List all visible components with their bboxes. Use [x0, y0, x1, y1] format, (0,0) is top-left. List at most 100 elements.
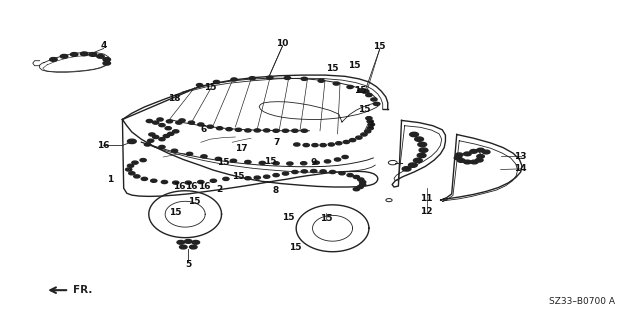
Circle shape [454, 156, 461, 160]
Circle shape [343, 140, 349, 144]
Circle shape [362, 89, 369, 93]
Circle shape [159, 123, 165, 127]
Circle shape [179, 245, 187, 249]
Text: 15: 15 [373, 42, 386, 51]
Circle shape [292, 129, 298, 132]
Circle shape [360, 183, 366, 186]
Circle shape [339, 172, 345, 175]
Circle shape [230, 159, 237, 162]
Circle shape [215, 157, 221, 160]
Circle shape [148, 139, 154, 142]
Circle shape [172, 149, 178, 152]
Text: 14: 14 [515, 164, 527, 174]
Circle shape [198, 123, 204, 126]
Circle shape [226, 128, 232, 131]
Circle shape [273, 174, 279, 177]
Circle shape [223, 177, 229, 181]
Circle shape [320, 170, 326, 173]
Circle shape [159, 145, 165, 149]
Circle shape [231, 78, 237, 81]
Circle shape [161, 181, 168, 183]
Circle shape [152, 136, 159, 138]
Circle shape [185, 181, 191, 184]
Circle shape [244, 177, 251, 180]
Circle shape [273, 129, 279, 132]
Circle shape [176, 121, 182, 124]
Circle shape [303, 144, 309, 147]
Circle shape [417, 153, 426, 158]
Circle shape [196, 84, 203, 87]
Circle shape [361, 133, 367, 136]
Text: 15: 15 [204, 83, 216, 92]
Circle shape [132, 161, 138, 164]
Circle shape [165, 127, 172, 130]
Text: 16: 16 [97, 141, 110, 150]
Text: 2: 2 [216, 185, 223, 194]
Circle shape [267, 76, 273, 79]
Text: 15: 15 [264, 157, 276, 166]
Text: 15: 15 [355, 86, 367, 95]
Text: 7: 7 [273, 138, 279, 147]
Circle shape [301, 170, 307, 173]
Circle shape [254, 176, 260, 179]
Circle shape [373, 102, 380, 105]
Text: 15: 15 [326, 64, 339, 73]
Circle shape [410, 132, 419, 137]
Circle shape [273, 162, 279, 165]
Circle shape [140, 159, 147, 162]
Circle shape [179, 119, 185, 122]
Text: 17: 17 [236, 144, 248, 153]
Circle shape [213, 80, 220, 84]
Circle shape [254, 129, 260, 132]
Circle shape [408, 163, 417, 167]
Text: 16: 16 [185, 182, 198, 190]
Circle shape [463, 160, 471, 164]
Text: 15: 15 [232, 172, 244, 181]
Circle shape [264, 129, 270, 132]
Circle shape [477, 148, 484, 152]
Circle shape [367, 127, 373, 130]
Circle shape [336, 142, 342, 145]
Circle shape [207, 125, 213, 128]
Circle shape [103, 61, 111, 65]
Text: 1: 1 [107, 175, 113, 184]
Circle shape [476, 158, 483, 162]
Circle shape [366, 117, 372, 120]
Text: 8: 8 [273, 186, 279, 195]
Text: FR.: FR. [73, 285, 92, 295]
Circle shape [244, 129, 251, 132]
Circle shape [198, 181, 204, 183]
Circle shape [264, 175, 270, 178]
Circle shape [129, 172, 135, 175]
Circle shape [335, 158, 340, 161]
Text: 16: 16 [173, 182, 185, 190]
Circle shape [324, 160, 331, 163]
Text: 15: 15 [170, 208, 182, 217]
Circle shape [148, 133, 155, 136]
Text: 3: 3 [367, 121, 373, 130]
Circle shape [470, 160, 478, 164]
Circle shape [192, 241, 200, 244]
Circle shape [282, 172, 289, 175]
Circle shape [147, 120, 152, 122]
Circle shape [188, 121, 195, 124]
Circle shape [368, 123, 374, 126]
Circle shape [418, 142, 427, 147]
Circle shape [470, 150, 477, 153]
Circle shape [328, 143, 335, 146]
Circle shape [313, 161, 319, 164]
Circle shape [320, 144, 326, 147]
Circle shape [134, 175, 140, 178]
Circle shape [189, 245, 197, 249]
Circle shape [89, 53, 97, 56]
Circle shape [357, 185, 364, 189]
Circle shape [366, 93, 372, 97]
Text: 15: 15 [289, 242, 301, 252]
Circle shape [244, 160, 251, 164]
Text: 6: 6 [201, 125, 207, 134]
Text: 18: 18 [168, 94, 180, 103]
Circle shape [294, 143, 300, 146]
Circle shape [301, 129, 307, 132]
Circle shape [249, 77, 255, 80]
Text: 15: 15 [358, 105, 370, 114]
